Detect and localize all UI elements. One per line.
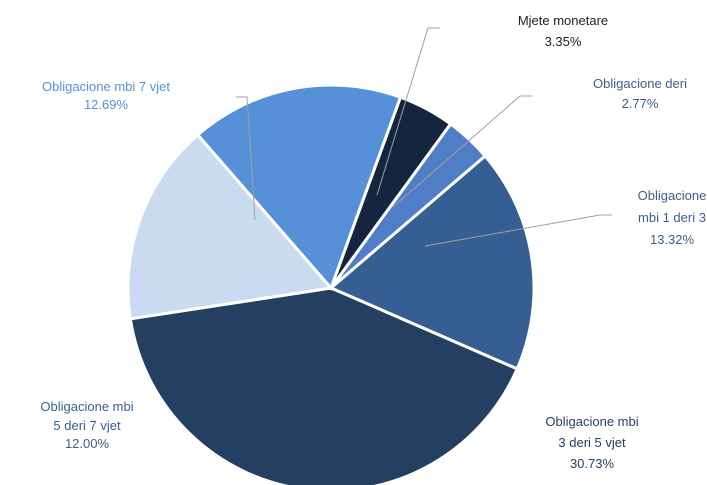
pie-slice [195,83,403,291]
leader-lines [236,27,612,247]
slice-label: Obligacione deri 2.77% [565,74,707,114]
slice-label: Obligacione mbi 1 deri 3 13.32% [629,185,707,251]
value-label: 13.32% [649,232,695,247]
leader-line [376,27,440,196]
pie-slice [128,286,520,485]
leader-line [424,214,612,247]
category-label: Mjete monetare [517,13,609,28]
value-label: 3.35% [544,34,582,49]
category-label: Obligacione mbi 3 deri 5 vjet [545,414,639,450]
pie-slice [328,153,536,371]
value-label: 30.73% [569,456,615,471]
category-label: Obligacione mbi 7 vjet [42,79,170,94]
value-label: 2.77% [621,96,659,111]
slice-label: Mjete monetare 3.35% [483,10,643,52]
value-label: 12.69% [83,97,129,112]
leader-line [236,96,256,221]
slice-label: Obligacione mbi 5 deri 7 vjet 12.00% [38,398,136,454]
value-label: 12.00% [64,436,110,451]
slice-label: Obligacione mbi 7 vjet 12.69% [0,78,216,114]
category-label: Obligacione deri [593,76,687,91]
pie-slice [126,132,334,321]
slices [126,83,536,485]
slice-label: Obligacione mbi 3 deri 5 vjet 30.73% [543,411,641,474]
category-label: Obligacione mbi 5 deri 7 vjet [40,399,134,433]
leader-line [392,95,532,208]
category-label: Obligacione mbi 1 deri 3 [637,188,707,225]
